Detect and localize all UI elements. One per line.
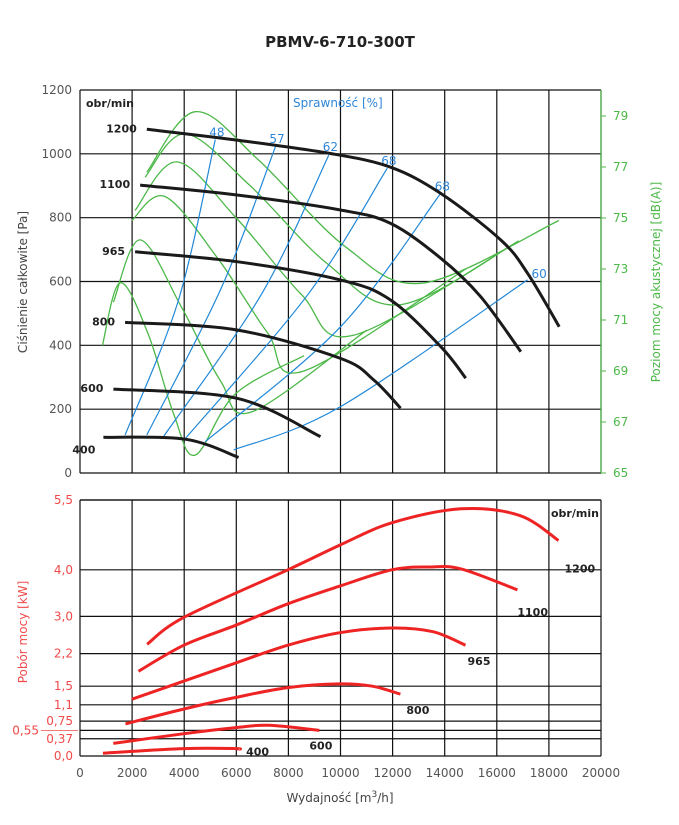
y2-tick-label: 69	[613, 364, 628, 378]
power-curve-800	[125, 682, 401, 726]
efficiency-label: 60	[532, 267, 547, 281]
y2-tick-label: 73	[613, 262, 628, 276]
x-tick-label: 4000	[169, 766, 200, 780]
y-tick-label: 2,2	[54, 647, 73, 661]
y-tick-label: 200	[49, 402, 72, 416]
speed-label: 1200	[565, 562, 596, 575]
speed-label: 600	[309, 739, 332, 752]
noise-curve-1200	[146, 111, 560, 285]
noise-curve-965	[134, 161, 520, 338]
x-axis-title-end: /h]	[377, 791, 393, 805]
speed-unit-label: obr/min	[86, 97, 134, 110]
x-tick-label: 14000	[426, 766, 464, 780]
y-tick-label: 800	[49, 211, 72, 225]
x-tick-label: 8000	[273, 766, 304, 780]
y-axis-title: Ciśnienie całkowite [Pa]	[16, 211, 30, 353]
noise-curve-800	[131, 194, 467, 374]
pressure-curve-1200	[146, 127, 561, 328]
power-curve-965	[131, 626, 467, 701]
y-tick-label: 1200	[41, 83, 72, 97]
pressure-curve-400	[103, 435, 240, 459]
speed-label: 965	[102, 245, 125, 258]
y-tick-label: 1,5	[54, 679, 73, 693]
efficiency-line	[204, 193, 442, 443]
speed-label: 1100	[99, 178, 130, 191]
y2-axis-title: Poziom mocy akustycznej [dB(A)]	[649, 182, 663, 383]
y-tick-label: 1000	[41, 147, 72, 161]
efficiency-line	[146, 146, 276, 436]
x-tick-label: 2000	[117, 766, 148, 780]
y-tick-label: 0	[64, 466, 72, 480]
x-axis-title-main: Wydajność [m	[286, 791, 371, 805]
noise-curve-600	[112, 239, 367, 415]
speed-label: 600	[80, 382, 103, 395]
speed-label: 1200	[106, 122, 137, 135]
y2-tick-label: 75	[613, 211, 628, 225]
y2-tick-label: 71	[613, 313, 628, 327]
pressure-curve-965	[134, 250, 467, 380]
speed-label: 400	[72, 443, 95, 456]
power-curve-1100	[137, 564, 518, 673]
efficiency-line	[124, 139, 216, 436]
y-tick-label: 0,37	[46, 732, 73, 746]
x-axis-title: Wydajność [m3/h]	[286, 790, 393, 805]
speed-unit-label: obr/min	[551, 507, 599, 520]
x-tick-label: 16000	[478, 766, 516, 780]
x-tick-label: 10000	[321, 766, 359, 780]
pressure-curve-600	[113, 387, 322, 438]
x-axis-title-superscript: 3	[371, 790, 377, 800]
y-tick-label: 600	[49, 275, 72, 289]
x-tick-label: 12000	[374, 766, 412, 780]
y-tick-label: 3,0	[54, 609, 73, 623]
noise-curve-400	[101, 282, 305, 456]
efficiency-label: 62	[323, 140, 338, 154]
pressure-curve-1100	[139, 183, 523, 353]
power-curve-600	[113, 723, 320, 745]
y-tick-label: 1,1	[54, 698, 73, 712]
efficiency-line	[184, 167, 388, 440]
x-tick-label: 18000	[530, 766, 568, 780]
y-tick-label: 0,75	[46, 714, 73, 728]
speed-label: 965	[468, 655, 491, 668]
y-tick-label: 0,0	[54, 749, 73, 763]
efficiency-line	[163, 154, 330, 437]
efficiency-label: 68	[435, 179, 450, 193]
y-axis-title: Pobór mocy [kW]	[16, 581, 30, 684]
y2-tick-label: 79	[613, 109, 628, 123]
speed-label: 800	[406, 704, 429, 717]
x-tick-label: 20000	[582, 766, 620, 780]
pressure-curve-800	[125, 320, 402, 410]
efficiency-line	[233, 279, 528, 451]
speed-label: 400	[246, 745, 269, 758]
y2-tick-label: 65	[613, 466, 628, 480]
y-tick-label: 5,5	[54, 493, 73, 507]
x-tick-label: 6000	[221, 766, 252, 780]
power-curve-1200	[146, 507, 560, 646]
y2-tick-label: 67	[613, 415, 628, 429]
efficiency-axis-label: Sprawność [%]	[293, 96, 383, 110]
speed-label: 1100	[517, 606, 548, 619]
speed-label: 800	[92, 315, 115, 328]
y-tick-label: 4,0	[54, 563, 73, 577]
power-curve-400	[102, 746, 242, 755]
y2-tick-label: 77	[613, 160, 628, 174]
y-tick-label: 0,55	[12, 723, 39, 737]
chart-title: PBMV-6-710-300T	[265, 33, 416, 51]
y-tick-label: 400	[49, 338, 72, 352]
efficiency-label: 57	[269, 132, 284, 146]
x-tick-label: 0	[76, 766, 84, 780]
